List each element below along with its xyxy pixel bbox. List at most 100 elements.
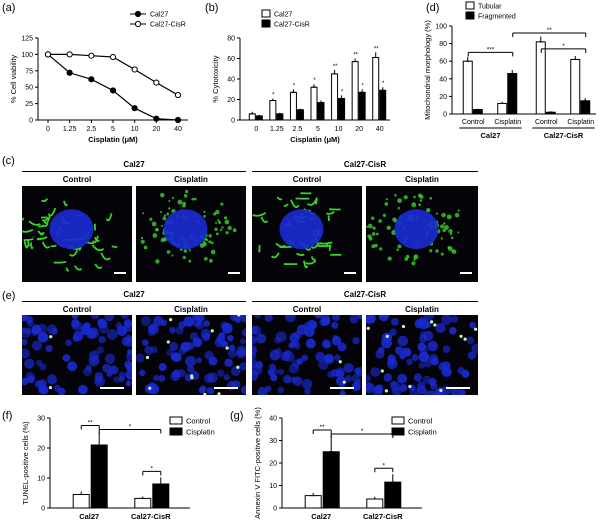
mitochondrion-fragment: [419, 199, 423, 202]
mitochondrion-tubule: [65, 267, 70, 272]
b-xtick-label: 40: [376, 126, 384, 133]
cell-nucleus: [226, 380, 237, 391]
a-xtick-label: 5: [111, 126, 115, 133]
d-ytick-label: 60: [439, 59, 447, 66]
panel-label-b: (b): [205, 2, 219, 14]
e-cond-2: Cisplatin: [174, 305, 208, 314]
a-point: [44, 51, 52, 58]
a-point: [66, 69, 73, 76]
b-ytick-label: 40: [227, 77, 235, 84]
d-sig-2-label: *: [562, 43, 565, 50]
mitochondrion-tubule: [41, 241, 51, 249]
cell-nucleus: [331, 321, 339, 329]
tunel-positive-cell: [366, 326, 370, 331]
mitochondrion-fragment: [166, 250, 171, 254]
mitochondrion-fragment: [367, 223, 373, 229]
mitochondrion-fragment: [411, 261, 416, 266]
tunel-positive-cell: [169, 318, 173, 322]
b-ytick-label: 80: [227, 36, 235, 43]
cell-nucleus: [22, 348, 30, 359]
g-legend-swatch-1: [391, 416, 405, 425]
cell-nucleus: [352, 336, 360, 345]
cell-nucleus: [277, 386, 285, 394]
b-bar: [269, 100, 277, 121]
mitochondrion-fragment: [371, 244, 376, 249]
b-bar: [331, 73, 339, 121]
mitochondrion-tubule: [39, 231, 45, 236]
mitochondrion-fragment: [419, 194, 424, 199]
f-legend-swatch-1: [169, 416, 183, 425]
cell-nucleus: [327, 370, 335, 379]
cell-nucleus: [366, 317, 372, 325]
cell-nucleus: [339, 390, 346, 395]
cell-nucleus: [142, 339, 149, 347]
f-sig-3-label: *: [129, 424, 132, 431]
a-point: [153, 115, 160, 122]
cell-nucleus: [71, 319, 80, 328]
c-image-cisr-cisplatin-svg: [366, 193, 460, 266]
cell-nucleus: [109, 365, 119, 375]
mitochondrion-tubule: [283, 203, 289, 207]
cell-nucleus: [228, 344, 236, 352]
cell-nucleus: [113, 376, 120, 383]
cell-nucleus: [303, 326, 315, 337]
g-xtick-label: Cal27: [311, 512, 331, 521]
cell-nucleus: [104, 315, 115, 322]
cell-nucleus: [125, 369, 132, 380]
mitochondrion-fragment: [443, 222, 446, 225]
cell-nucleus: [125, 380, 132, 387]
mitochondrion-fragment: [224, 219, 230, 225]
cell-nucleus: [31, 340, 42, 351]
mitochondrion-fragment: [151, 221, 157, 227]
b-bar: [317, 102, 325, 121]
g-sig-2-label: *: [383, 462, 386, 469]
cell-nucleus: [383, 373, 393, 382]
cell-nucleus: [471, 343, 478, 354]
mitochondrion-fragment: [208, 240, 212, 244]
cell-nucleus: [293, 342, 301, 350]
cell-nucleus: [200, 328, 211, 339]
e-image-cal27-control: [22, 315, 132, 395]
mitochondrion-fragment: [142, 212, 145, 215]
cell-nucleus: [302, 378, 313, 390]
cell-nucleus: [208, 356, 218, 366]
cell-nucleus: [418, 351, 430, 363]
b-xtick-label: 1.25: [270, 126, 284, 133]
b-ytick-label: 60: [227, 56, 235, 63]
b-sig-label: **: [333, 64, 338, 70]
cell-nucleus: [239, 338, 246, 345]
d-ytick-label: 100: [435, 24, 447, 31]
a-xlabel: Cisplatin (μM): [88, 135, 138, 144]
cell-nucleus: [383, 315, 390, 319]
a-point: [109, 87, 117, 94]
mitochondrion-fragment: [202, 240, 206, 244]
cell-nucleus: [144, 345, 154, 355]
mitochondrion-tubule: [37, 230, 44, 235]
tunel-positive-cell: [439, 388, 443, 393]
cell-nucleus: [90, 315, 100, 320]
b-xtick-label: 20: [355, 126, 363, 133]
e-image-cisr-control-svg: [252, 315, 362, 395]
e-image-cal27-control-svg: [22, 315, 132, 395]
cell-nucleus: [305, 338, 316, 349]
mitochondrion-fragment: [370, 216, 375, 220]
c-group-cal27: Cal27: [123, 160, 145, 169]
c-group-cal27cisr: Cal27-CisR: [343, 160, 387, 169]
b-bar: [296, 109, 304, 121]
tunel-positive-cell: [203, 392, 207, 395]
mitochondrion-tubule: [100, 252, 111, 261]
mitochondrion-fragment: [223, 216, 228, 220]
cell-nucleus: [153, 315, 164, 327]
cell-nucleus: [351, 373, 361, 383]
cell-nucleus: [334, 354, 341, 362]
mitochondrion-fragment: [396, 248, 400, 252]
scale-bar: [446, 387, 470, 389]
f-ytick-label: 10: [37, 476, 45, 483]
a-ylabel: % Cell viability: [9, 55, 18, 104]
mitochondrion-fragment: [394, 193, 397, 197]
cell-nucleus: [31, 329, 38, 336]
cell-nucleus: [397, 335, 409, 347]
mitochondrion-tubule: [270, 252, 280, 259]
d-bar: [472, 109, 483, 115]
cell-nucleus: [206, 386, 215, 395]
